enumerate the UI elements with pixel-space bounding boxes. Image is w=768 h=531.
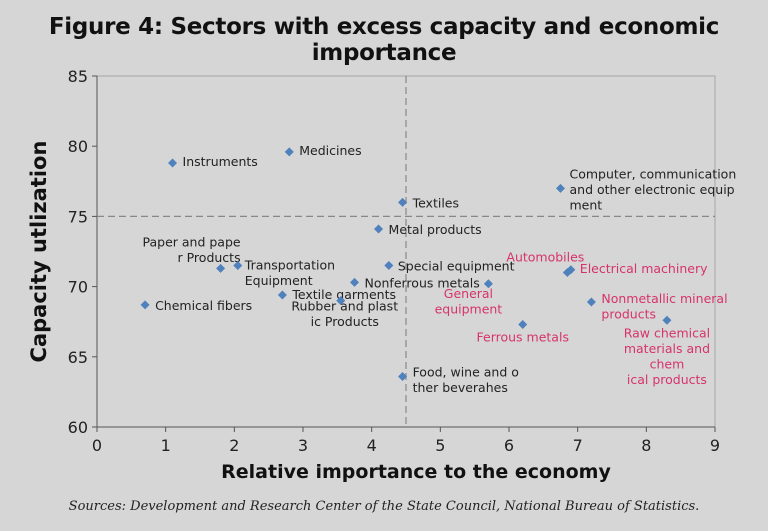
y-tick-label: 65 [68, 348, 88, 367]
point-label: Special equipment [398, 259, 515, 274]
point-label: Transportation Equipment [244, 258, 335, 289]
data-point [284, 147, 294, 157]
x-tick-label: 6 [504, 436, 514, 455]
data-point [398, 197, 408, 207]
point-label: Electrical machinery [580, 261, 708, 276]
x-tick-label: 8 [641, 436, 651, 455]
data-point [350, 277, 359, 287]
point-label: Instruments [183, 154, 258, 169]
point-label: Metal products [389, 222, 482, 237]
x-tick-label: 2 [229, 436, 239, 455]
point-label: Automobiles [506, 250, 584, 265]
point-label: Rubber and plast ic Products [291, 299, 398, 330]
x-axis-title: Relative importance to the economy [221, 461, 611, 483]
point-label: Raw chemical materials and chem ical produc… [624, 325, 710, 387]
x-tick-label: 9 [710, 436, 720, 455]
point-label: Ferrous metals [477, 330, 569, 345]
point-label: Chemical fibers [155, 298, 252, 313]
data-point [483, 279, 493, 289]
scatter-chart: 60 65 70 75 80 85 0 1 2 3 4 5 6 7 8 9 Relative importanc… [27, 67, 737, 483]
data-point [336, 296, 346, 306]
y-axis-title: Capacity utlization [27, 141, 51, 363]
point-label: Computer, communication and other electro… [570, 166, 737, 212]
data-point [168, 158, 178, 168]
data-point [216, 263, 226, 273]
point-label: Paper and pape r Products [143, 234, 241, 265]
source-note: Sources: Development and Research Center… [68, 499, 700, 514]
x-tick-label: 7 [573, 436, 583, 455]
y-tick-label: 75 [68, 207, 88, 226]
data-point [586, 297, 596, 307]
y-tick-label: 70 [68, 278, 88, 297]
point-label: Nonferrous metals [365, 275, 480, 290]
data-point [140, 300, 150, 310]
x-tick-label: 0 [92, 436, 102, 455]
x-tick-label: 1 [161, 436, 171, 455]
data-point [662, 315, 672, 325]
data-point [384, 261, 394, 271]
x-tick-label: 4 [367, 436, 377, 455]
x-tick-label: 3 [298, 436, 308, 455]
y-tick-label: 60 [68, 418, 88, 437]
point-label: Nonmetallic mineral products [601, 291, 727, 322]
x-tick-label: 5 [435, 436, 445, 455]
chart-title: Figure 4: Sectors with excess capacity a… [48, 14, 720, 66]
y-tick-label: 85 [68, 67, 88, 86]
data-point [233, 261, 243, 271]
data-point [398, 371, 408, 381]
data-point [518, 320, 528, 330]
data-point [277, 290, 287, 300]
y-tick-label: 80 [68, 137, 88, 156]
data-point [566, 265, 576, 275]
point-label: Textile garments [291, 287, 396, 302]
point-label: Food, wine and o ther beverahes [413, 364, 519, 395]
point-label: Medicines [299, 143, 361, 158]
point-label: General equipment [435, 286, 503, 317]
data-point [374, 224, 384, 234]
data-point [556, 183, 565, 193]
point-label: Textiles [412, 195, 459, 210]
